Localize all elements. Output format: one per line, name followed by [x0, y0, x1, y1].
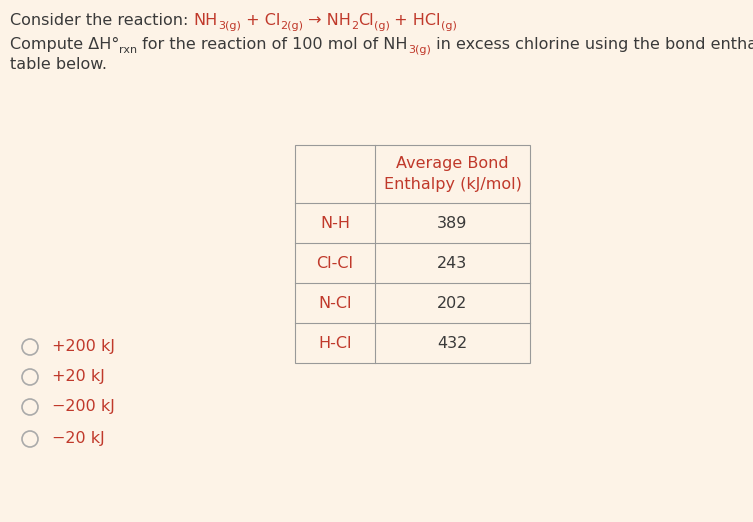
Text: 243: 243	[437, 255, 468, 270]
Text: +200 kJ: +200 kJ	[52, 339, 115, 354]
Text: 2: 2	[351, 21, 358, 31]
Text: + HCl: + HCl	[389, 13, 441, 28]
Text: H-Cl: H-Cl	[319, 336, 352, 350]
Text: +20 kJ: +20 kJ	[52, 370, 105, 385]
Text: + Cl: + Cl	[241, 13, 280, 28]
Text: 2(g): 2(g)	[280, 21, 303, 31]
Text: 389: 389	[437, 216, 468, 231]
Text: Consider the reaction:: Consider the reaction:	[10, 13, 194, 28]
Text: for the reaction of 100 mol of NH: for the reaction of 100 mol of NH	[138, 37, 408, 52]
Text: table below.: table below.	[10, 57, 107, 72]
Text: N-Cl: N-Cl	[319, 295, 352, 311]
Text: Cl: Cl	[358, 13, 373, 28]
Text: in excess chlorine using the bond enthalpy data in the: in excess chlorine using the bond enthal…	[431, 37, 753, 52]
Text: (g): (g)	[441, 21, 457, 31]
Text: 3(g): 3(g)	[218, 21, 241, 31]
Text: −20 kJ: −20 kJ	[52, 432, 105, 446]
Text: −200 kJ: −200 kJ	[52, 399, 115, 414]
Text: → NH: → NH	[303, 13, 351, 28]
Text: N-H: N-H	[320, 216, 350, 231]
Text: NH: NH	[194, 13, 218, 28]
Text: Average Bond
Enthalpy (kJ/mol): Average Bond Enthalpy (kJ/mol)	[383, 156, 521, 192]
Text: rxn: rxn	[120, 45, 138, 55]
Text: Cl-Cl: Cl-Cl	[316, 255, 353, 270]
Text: 202: 202	[437, 295, 468, 311]
Text: Compute ΔH°: Compute ΔH°	[10, 37, 120, 52]
Text: 432: 432	[437, 336, 468, 350]
Text: (g): (g)	[373, 21, 389, 31]
Bar	[295, 145, 530, 363]
Text: 3(g): 3(g)	[408, 45, 431, 55]
